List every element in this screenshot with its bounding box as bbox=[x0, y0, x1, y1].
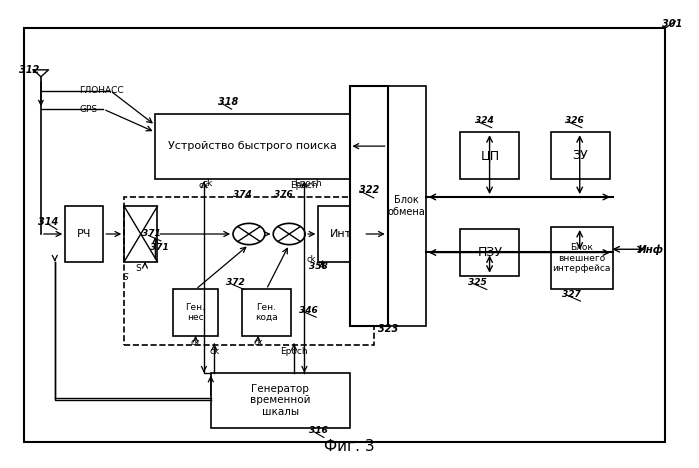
Text: Epoch: Epoch bbox=[294, 179, 322, 188]
Text: 323: 323 bbox=[377, 324, 398, 334]
Text: ck: ck bbox=[199, 181, 209, 190]
FancyBboxPatch shape bbox=[350, 86, 388, 327]
Text: Epoch: Epoch bbox=[291, 181, 318, 190]
Text: ЦП: ЦП bbox=[480, 149, 500, 162]
Text: 326: 326 bbox=[565, 116, 584, 125]
Text: GPS: GPS bbox=[79, 105, 97, 114]
Text: ck: ck bbox=[253, 338, 263, 347]
Text: ck: ck bbox=[307, 255, 316, 264]
FancyBboxPatch shape bbox=[551, 227, 613, 290]
Text: Ген.
кода: Ген. кода bbox=[255, 303, 278, 322]
Text: 327: 327 bbox=[562, 290, 581, 299]
Text: S: S bbox=[135, 264, 141, 273]
Text: Блок
обмена: Блок обмена bbox=[388, 196, 426, 217]
FancyBboxPatch shape bbox=[551, 132, 610, 178]
Text: ГЛОНАСС: ГЛОНАСС bbox=[79, 86, 124, 95]
Text: 312: 312 bbox=[19, 65, 39, 75]
Text: 325: 325 bbox=[468, 278, 487, 287]
FancyBboxPatch shape bbox=[173, 290, 218, 336]
Text: 346: 346 bbox=[298, 306, 317, 315]
Text: 358: 358 bbox=[309, 262, 328, 271]
Text: 371: 371 bbox=[143, 229, 161, 239]
Text: 318: 318 bbox=[218, 97, 238, 107]
Text: ПЗУ: ПЗУ bbox=[477, 246, 503, 259]
Text: Ген.
нес: Ген. нес bbox=[185, 303, 206, 322]
Text: ck: ck bbox=[209, 347, 219, 357]
FancyBboxPatch shape bbox=[242, 290, 291, 336]
Text: Блок
внешнего
интерфейса: Блок внешнего интерфейса bbox=[553, 243, 611, 273]
Text: ЗУ: ЗУ bbox=[572, 149, 588, 162]
Text: 316: 316 bbox=[309, 426, 328, 435]
FancyBboxPatch shape bbox=[155, 114, 350, 178]
FancyBboxPatch shape bbox=[388, 86, 426, 327]
FancyBboxPatch shape bbox=[461, 132, 519, 178]
Text: 324: 324 bbox=[475, 116, 494, 125]
Text: S: S bbox=[123, 273, 129, 282]
Text: 301: 301 bbox=[662, 19, 682, 29]
Text: Инт: Инт bbox=[330, 229, 352, 239]
Text: ck: ck bbox=[317, 260, 326, 269]
Text: 372: 372 bbox=[226, 278, 245, 287]
Text: 374: 374 bbox=[233, 190, 252, 199]
Text: 322: 322 bbox=[359, 185, 379, 195]
FancyBboxPatch shape bbox=[318, 206, 363, 262]
Text: Устройство быстрого поиска: Устройство быстрого поиска bbox=[168, 141, 337, 151]
Text: Генератор
временной
шкалы: Генератор временной шкалы bbox=[250, 384, 310, 417]
Text: ck: ck bbox=[202, 179, 212, 188]
Text: Инф: Инф bbox=[638, 244, 664, 255]
Text: 371: 371 bbox=[150, 243, 169, 252]
Text: 314: 314 bbox=[38, 218, 58, 227]
Text: 376: 376 bbox=[274, 190, 293, 199]
FancyBboxPatch shape bbox=[65, 206, 103, 262]
Text: РЧ: РЧ bbox=[77, 229, 92, 239]
Text: Epoch: Epoch bbox=[280, 347, 308, 357]
FancyBboxPatch shape bbox=[211, 373, 350, 428]
Text: ck: ck bbox=[191, 338, 201, 347]
Text: Фиг. 3: Фиг. 3 bbox=[324, 439, 375, 453]
FancyBboxPatch shape bbox=[124, 206, 157, 262]
FancyBboxPatch shape bbox=[461, 229, 519, 276]
FancyBboxPatch shape bbox=[24, 28, 665, 442]
